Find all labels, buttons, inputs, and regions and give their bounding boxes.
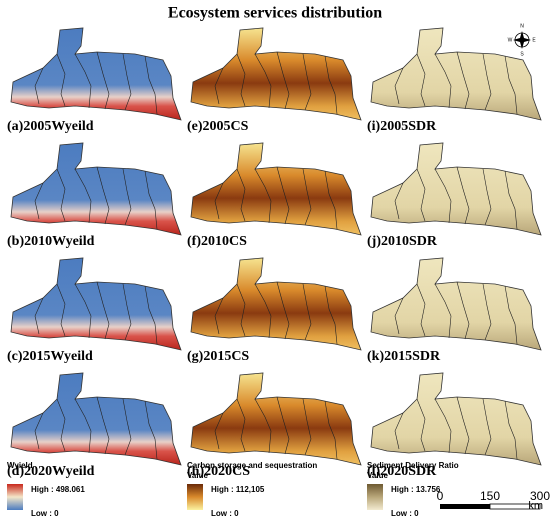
region-fill — [370, 257, 542, 351]
scale-label: 150 — [480, 489, 500, 503]
panel-label: (l)2020SDR — [367, 464, 437, 479]
legend-high: High : 498.061 — [31, 485, 85, 494]
figure-title: Ecosystem services distribution — [168, 5, 382, 22]
panel-label: (f)2010CS — [187, 234, 247, 249]
compass-label: S — [520, 51, 524, 57]
map-panel: (b)2010Wyeild — [7, 142, 182, 249]
map-panel: (i)2005SDR — [367, 27, 542, 134]
map-panel: (d)2020Wyeild — [7, 372, 182, 479]
legend-low: Low : 0 — [211, 509, 239, 518]
region-fill — [10, 257, 182, 351]
panel-label: (i)2005SDR — [367, 119, 437, 134]
panel-label: (g)2015CS — [187, 349, 249, 364]
panel-label: (d)2020Wyeild — [7, 464, 95, 479]
region-fill — [370, 142, 542, 236]
legend-low: Low : 0 — [391, 509, 419, 518]
map-panel: (c)2015Wyeild — [7, 257, 182, 364]
legend-high: High : 112,105 — [211, 485, 265, 494]
region-fill — [190, 27, 362, 121]
legend-low: Low : 0 — [31, 509, 59, 518]
north-arrow — [513, 31, 531, 49]
legend-ramp — [7, 484, 23, 510]
map-panel: (k)2015SDR — [367, 257, 542, 364]
panel-label: (a)2005Wyeild — [7, 119, 94, 134]
map-panel: (g)2015CS — [187, 257, 362, 364]
map-panel: (h)2020CS — [187, 372, 362, 479]
region-fill — [190, 142, 362, 236]
legend-title: Sediment Delivery Ratio — [367, 461, 459, 470]
map-panel: (f)2010CS — [187, 142, 362, 249]
scale-label: 300 — [530, 489, 550, 503]
compass-label: N — [520, 23, 524, 29]
panel-label: (c)2015Wyeild — [7, 349, 93, 364]
legend-high: High : 13.756 — [391, 485, 441, 494]
scale-bar — [440, 503, 541, 510]
scale-unit: km — [528, 500, 543, 512]
legend-value-label: Value — [367, 471, 388, 480]
region-fill — [190, 372, 362, 466]
legend-title: Carbon storage and sequestration — [187, 461, 317, 470]
scale-label: 0 — [437, 489, 444, 503]
region-fill — [10, 372, 182, 466]
region-fill — [370, 372, 542, 466]
panel-label: (h)2020CS — [187, 464, 250, 479]
map-panel: (a)2005Wyeild — [7, 27, 182, 134]
legend-value-label: Value — [187, 471, 208, 480]
legend-ramp — [367, 484, 383, 510]
compass-label: W — [508, 37, 513, 43]
panel-label: (j)2010SDR — [367, 234, 438, 249]
panel-label: (e)2005CS — [187, 119, 249, 134]
compass-label: E — [532, 37, 536, 43]
region-fill — [10, 142, 182, 236]
map-panel: (e)2005CS — [187, 27, 362, 134]
legend-ramp — [187, 484, 203, 510]
map-panel: (j)2010SDR — [367, 142, 542, 249]
region-fill — [10, 27, 182, 121]
panel-label: (k)2015SDR — [367, 349, 441, 364]
map-panel: (l)2020SDR — [367, 372, 542, 479]
panel-label: (b)2010Wyeild — [7, 234, 95, 249]
region-fill — [190, 257, 362, 351]
legend-title: Wyield — [7, 461, 33, 470]
